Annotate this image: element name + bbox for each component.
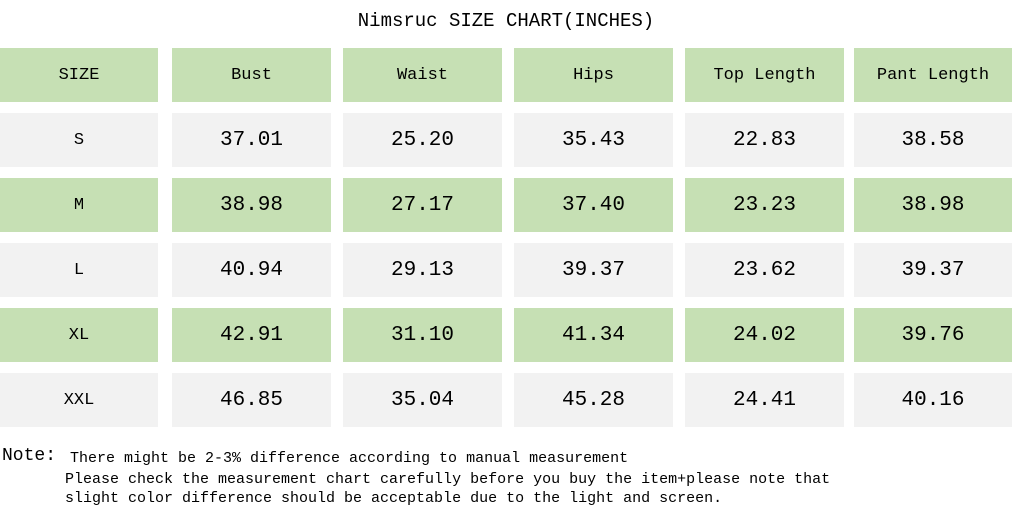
table-cell: 24.41 [685,373,844,427]
size-label: XL [0,308,158,362]
table-cell: 23.62 [685,243,844,297]
table-cell: 46.85 [172,373,331,427]
column-header: Top Length [685,48,844,102]
table-cell: 39.76 [854,308,1012,362]
table-cell: 25.20 [343,113,502,167]
table-cell: 40.94 [172,243,331,297]
table-cell: 37.01 [172,113,331,167]
table-cell: 39.37 [514,243,673,297]
table-cell: 31.10 [343,308,502,362]
column-header: Hips [514,48,673,102]
column-header: Waist [343,48,502,102]
column-header: Pant Length [854,48,1012,102]
note-line: There might be 2-3% difference according… [70,450,629,467]
table-cell: 35.43 [514,113,673,167]
table-cell: 35.04 [343,373,502,427]
note-line: slight color difference should be accept… [65,490,723,507]
note-line: Please check the measurement chart caref… [65,471,831,488]
size-label: S [0,113,158,167]
table-cell: 45.28 [514,373,673,427]
table-cell: 39.37 [854,243,1012,297]
size-label: L [0,243,158,297]
note-label: Note: [2,446,57,466]
table-cell: 38.98 [172,178,331,232]
table-cell: 24.02 [685,308,844,362]
column-header: Bust [172,48,331,102]
table-cell: 37.40 [514,178,673,232]
table-cell: 38.98 [854,178,1012,232]
table-cell: 41.34 [514,308,673,362]
table-cell: 40.16 [854,373,1012,427]
table-cell: 22.83 [685,113,844,167]
size-label: M [0,178,158,232]
size-label: XXL [0,373,158,427]
title: Nimsruc SIZE CHART(INCHES) [357,10,655,32]
column-header: SIZE [0,48,158,102]
table-cell: 42.91 [172,308,331,362]
table-cell: 38.58 [854,113,1012,167]
table-cell: 29.13 [343,243,502,297]
table-cell: 23.23 [685,178,844,232]
table-cell: 27.17 [343,178,502,232]
